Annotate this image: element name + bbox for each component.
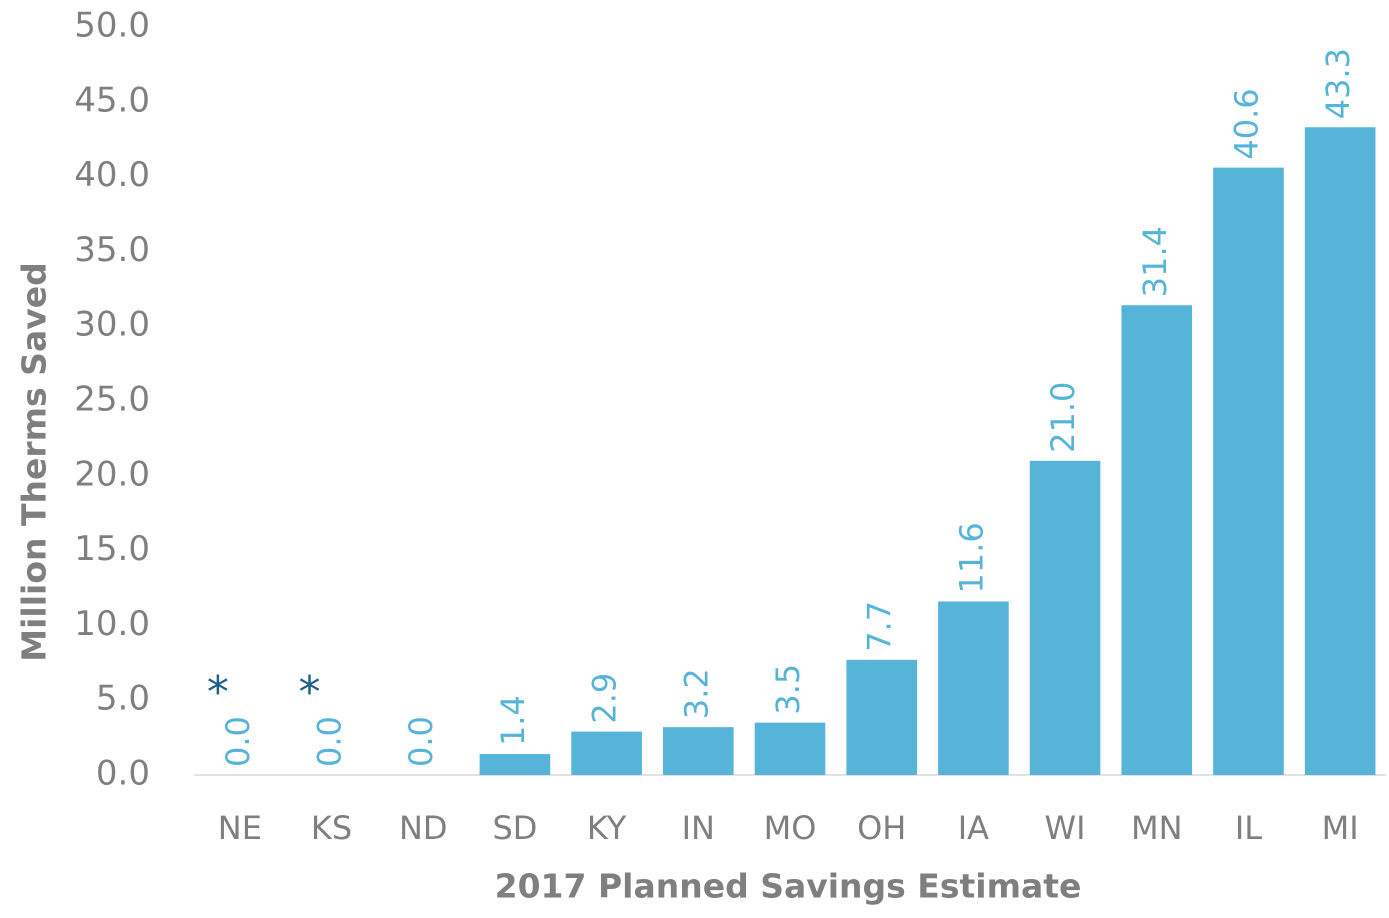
bar xyxy=(1029,460,1101,775)
x-tick-label: IA xyxy=(958,809,989,847)
y-tick-label: 20.0 xyxy=(74,454,150,494)
data-label: 40.6 xyxy=(1227,88,1265,159)
x-tick-label: IL xyxy=(1235,809,1262,847)
y-tick-label: 50.0 xyxy=(74,6,150,46)
data-label: 0.0 xyxy=(311,716,349,767)
data-label: 3.5 xyxy=(769,664,807,715)
bar xyxy=(479,754,551,775)
annotation: * xyxy=(299,667,321,718)
x-tick-label: WI xyxy=(1045,809,1086,847)
y-axis-title: Million Therms Saved xyxy=(15,262,54,661)
x-tick-label: SD xyxy=(492,809,537,847)
y-tick-label: 45.0 xyxy=(74,80,150,120)
data-label: 43.3 xyxy=(1319,48,1357,119)
bar xyxy=(1304,127,1376,776)
x-tick-label: ND xyxy=(399,809,448,847)
data-label: 1.4 xyxy=(494,695,532,746)
y-tick-label: 10.0 xyxy=(74,604,150,644)
x-tick-label: OH xyxy=(857,809,906,847)
data-label: 21.0 xyxy=(1044,382,1082,453)
data-label: 11.6 xyxy=(952,522,990,593)
data-label: 0.0 xyxy=(219,716,257,767)
x-tick-label: MO xyxy=(764,809,817,847)
y-tick-label: 40.0 xyxy=(74,155,150,195)
x-tick-label: KS xyxy=(311,809,352,847)
bar xyxy=(938,601,1009,775)
bar xyxy=(846,659,917,775)
data-label: 2.9 xyxy=(586,673,624,724)
bar xyxy=(571,731,642,775)
bar xyxy=(663,727,734,775)
x-tick-label: MN xyxy=(1131,809,1183,847)
bar xyxy=(1121,305,1193,775)
y-tick-label: 5.0 xyxy=(96,679,150,719)
data-label: 0.0 xyxy=(402,716,440,767)
bar xyxy=(754,722,826,775)
data-label: 7.7 xyxy=(861,601,899,652)
y-tick-label: 0.0 xyxy=(96,754,150,794)
x-tick-label: KY xyxy=(587,809,627,847)
bar xyxy=(1213,167,1284,775)
x-tick-label: IN xyxy=(682,809,715,847)
x-axis-title: 2017 Planned Savings Estimate xyxy=(495,867,1082,906)
y-tick-label: 35.0 xyxy=(74,230,150,270)
annotation: * xyxy=(207,667,229,718)
x-tick-label: MI xyxy=(1322,809,1359,847)
data-label: 3.2 xyxy=(677,668,715,719)
y-tick-label: 25.0 xyxy=(74,380,150,420)
data-label: 31.4 xyxy=(1136,226,1174,297)
y-tick-label: 15.0 xyxy=(74,529,150,569)
y-tick-label: 30.0 xyxy=(74,305,150,345)
x-tick-label: NE xyxy=(218,809,262,847)
